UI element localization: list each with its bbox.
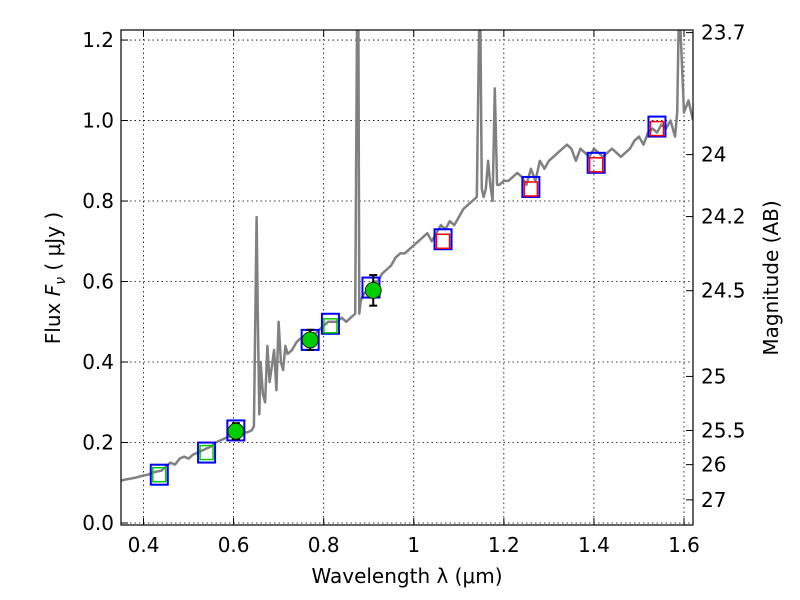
y-tick-label: 0.4 [82,350,114,374]
y-tick-label: 0.8 [82,189,114,213]
y-tick-label: 0.2 [82,431,114,455]
x-tick-label: 0.6 [218,533,250,557]
grid [121,30,693,525]
y2-tick-label: 26 [701,453,726,477]
data-layer [121,30,693,486]
observed-square-marker [523,181,539,197]
model-band-square [320,312,340,335]
model-band-square [149,463,169,486]
observed-square-marker [649,120,665,137]
axis-ticks: 0.4 0.6 0.8 1 1.2 1.4 1.6 0.0 0.2 0.4 0.6 0.8 1.0 1.2… [82,21,745,557]
observed-circle-marker [301,331,319,349]
observed-square-marker [199,444,214,461]
x-tick-label: 1.6 [668,533,700,557]
y2-axis-title: Magnitude (AB) [759,200,783,355]
y-axis-title-text: Flux [41,296,65,344]
y-tick-label: 0.0 [82,511,114,535]
model-band-square [226,419,246,442]
x-tick-label: 0.8 [308,533,340,557]
y2-tick-label: 24.5 [701,279,746,303]
y-axis-title-subscript: ν [53,277,69,285]
x-tick-label: 1.4 [578,533,610,557]
y-tick-label: 0.6 [82,270,114,294]
model-spectrum-line [121,30,693,482]
model-band-square [647,115,667,138]
model-band-square [586,151,606,174]
y2-tick-label: 24 [701,143,726,167]
y-tick-label: 1.0 [82,109,114,133]
y-axis-title: Flux Fν ( μJy ) [41,212,69,344]
y-axis-title-unit: ( μJy ) [41,212,65,277]
observed-square-marker [588,157,604,173]
y2-tick-label: 23.7 [701,21,746,45]
model-band-square [197,441,217,464]
y2-tick-label: 25.5 [701,418,746,442]
x-tick-label: 1 [407,533,420,557]
observed-circle-marker [364,281,382,299]
y-axis-title-symbol: F [41,284,65,296]
y2-tick-label: 25 [701,364,726,388]
observed-square-marker [323,318,338,334]
observed-square-marker [152,466,167,483]
model-band-square [521,175,541,198]
model-band-square [433,228,453,251]
y-tick-label: 1.2 [82,28,114,52]
observed-square-marker [435,233,451,250]
plot-frame [120,29,694,526]
y2-tick-label: 27 [701,488,726,512]
x-tick-label: 0.4 [128,533,160,557]
x-axis-title: Wavelength λ (μm) [311,564,502,588]
observed-circle-marker [227,422,245,440]
x-tick-label: 1.2 [488,533,520,557]
y2-tick-label: 24.2 [701,205,746,229]
